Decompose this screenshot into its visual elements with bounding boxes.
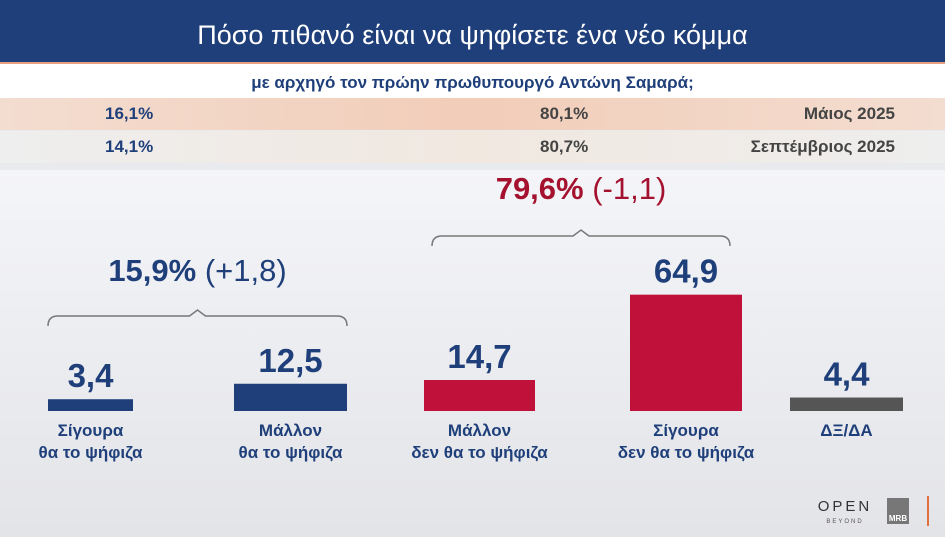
history-yes: 14,1% xyxy=(105,137,154,156)
category-label: θα το ψήφιζα xyxy=(239,443,344,462)
value-label: 4,4 xyxy=(824,356,871,393)
history-no: 80,1% xyxy=(540,104,589,123)
chart-title: Πόσο πιθανό είναι να ψηφίσετε ένα νέο κό… xyxy=(0,0,945,62)
category-label: Σίγουρα xyxy=(653,421,719,440)
open-logo: OPEN xyxy=(818,498,873,515)
history-period: Μάιος 2025 xyxy=(803,104,895,123)
open-logo-sub: BEYOND xyxy=(826,519,863,525)
history-yes: 16,1% xyxy=(105,104,154,123)
bar xyxy=(790,397,903,411)
category-label: δεν θα το ψήφιζα xyxy=(411,443,548,462)
value-label: 12,5 xyxy=(258,342,322,379)
category-label: Μάλλον xyxy=(448,421,511,440)
group-total-label: 15,9% (+1,8) xyxy=(108,253,286,288)
category-label: ΔΞ/ΔΑ xyxy=(820,421,872,440)
group-total-label: 79,6% (-1,1) xyxy=(496,171,667,206)
value-label: 3,4 xyxy=(68,357,115,394)
bracket xyxy=(47,309,348,327)
bracket xyxy=(431,229,731,247)
category-label: Μάλλον xyxy=(259,421,322,440)
value-label: 14,7 xyxy=(447,338,511,375)
category-label: δεν θα το ψήφιζα xyxy=(618,443,755,462)
value-label: 64,9 xyxy=(654,253,718,290)
chart-svg: 3,4 Σίγουρα θα το ψήφιζα 12,5 Μάλλον θα το ψή… xyxy=(39,171,929,526)
accent-line xyxy=(927,496,929,526)
bar xyxy=(630,294,742,411)
bar xyxy=(48,399,133,411)
history-row: 16,1% 80,1% Μάιος 2025 xyxy=(0,98,945,130)
bar xyxy=(424,380,535,411)
chart-subtitle: με αρχηγό τον πρώην πρωθυπουργό Αντώνη Σ… xyxy=(0,62,945,98)
bar-chart: 3,4 Σίγουρα θα το ψήφιζα 12,5 Μάλλον θα το ψή… xyxy=(0,170,945,537)
category-label: θα το ψήφιζα xyxy=(39,443,144,462)
bar xyxy=(234,383,347,411)
history-row: 14,1% 80,7% Σεπτέμβριος 2025 xyxy=(0,131,945,163)
mrb-logo xyxy=(887,498,909,524)
history-no: 80,7% xyxy=(540,137,589,156)
history-period: Σεπτέμβριος 2025 xyxy=(750,137,895,156)
mrb-logo-text: MRB xyxy=(889,514,907,523)
category-label: Σίγουρα xyxy=(58,421,124,440)
